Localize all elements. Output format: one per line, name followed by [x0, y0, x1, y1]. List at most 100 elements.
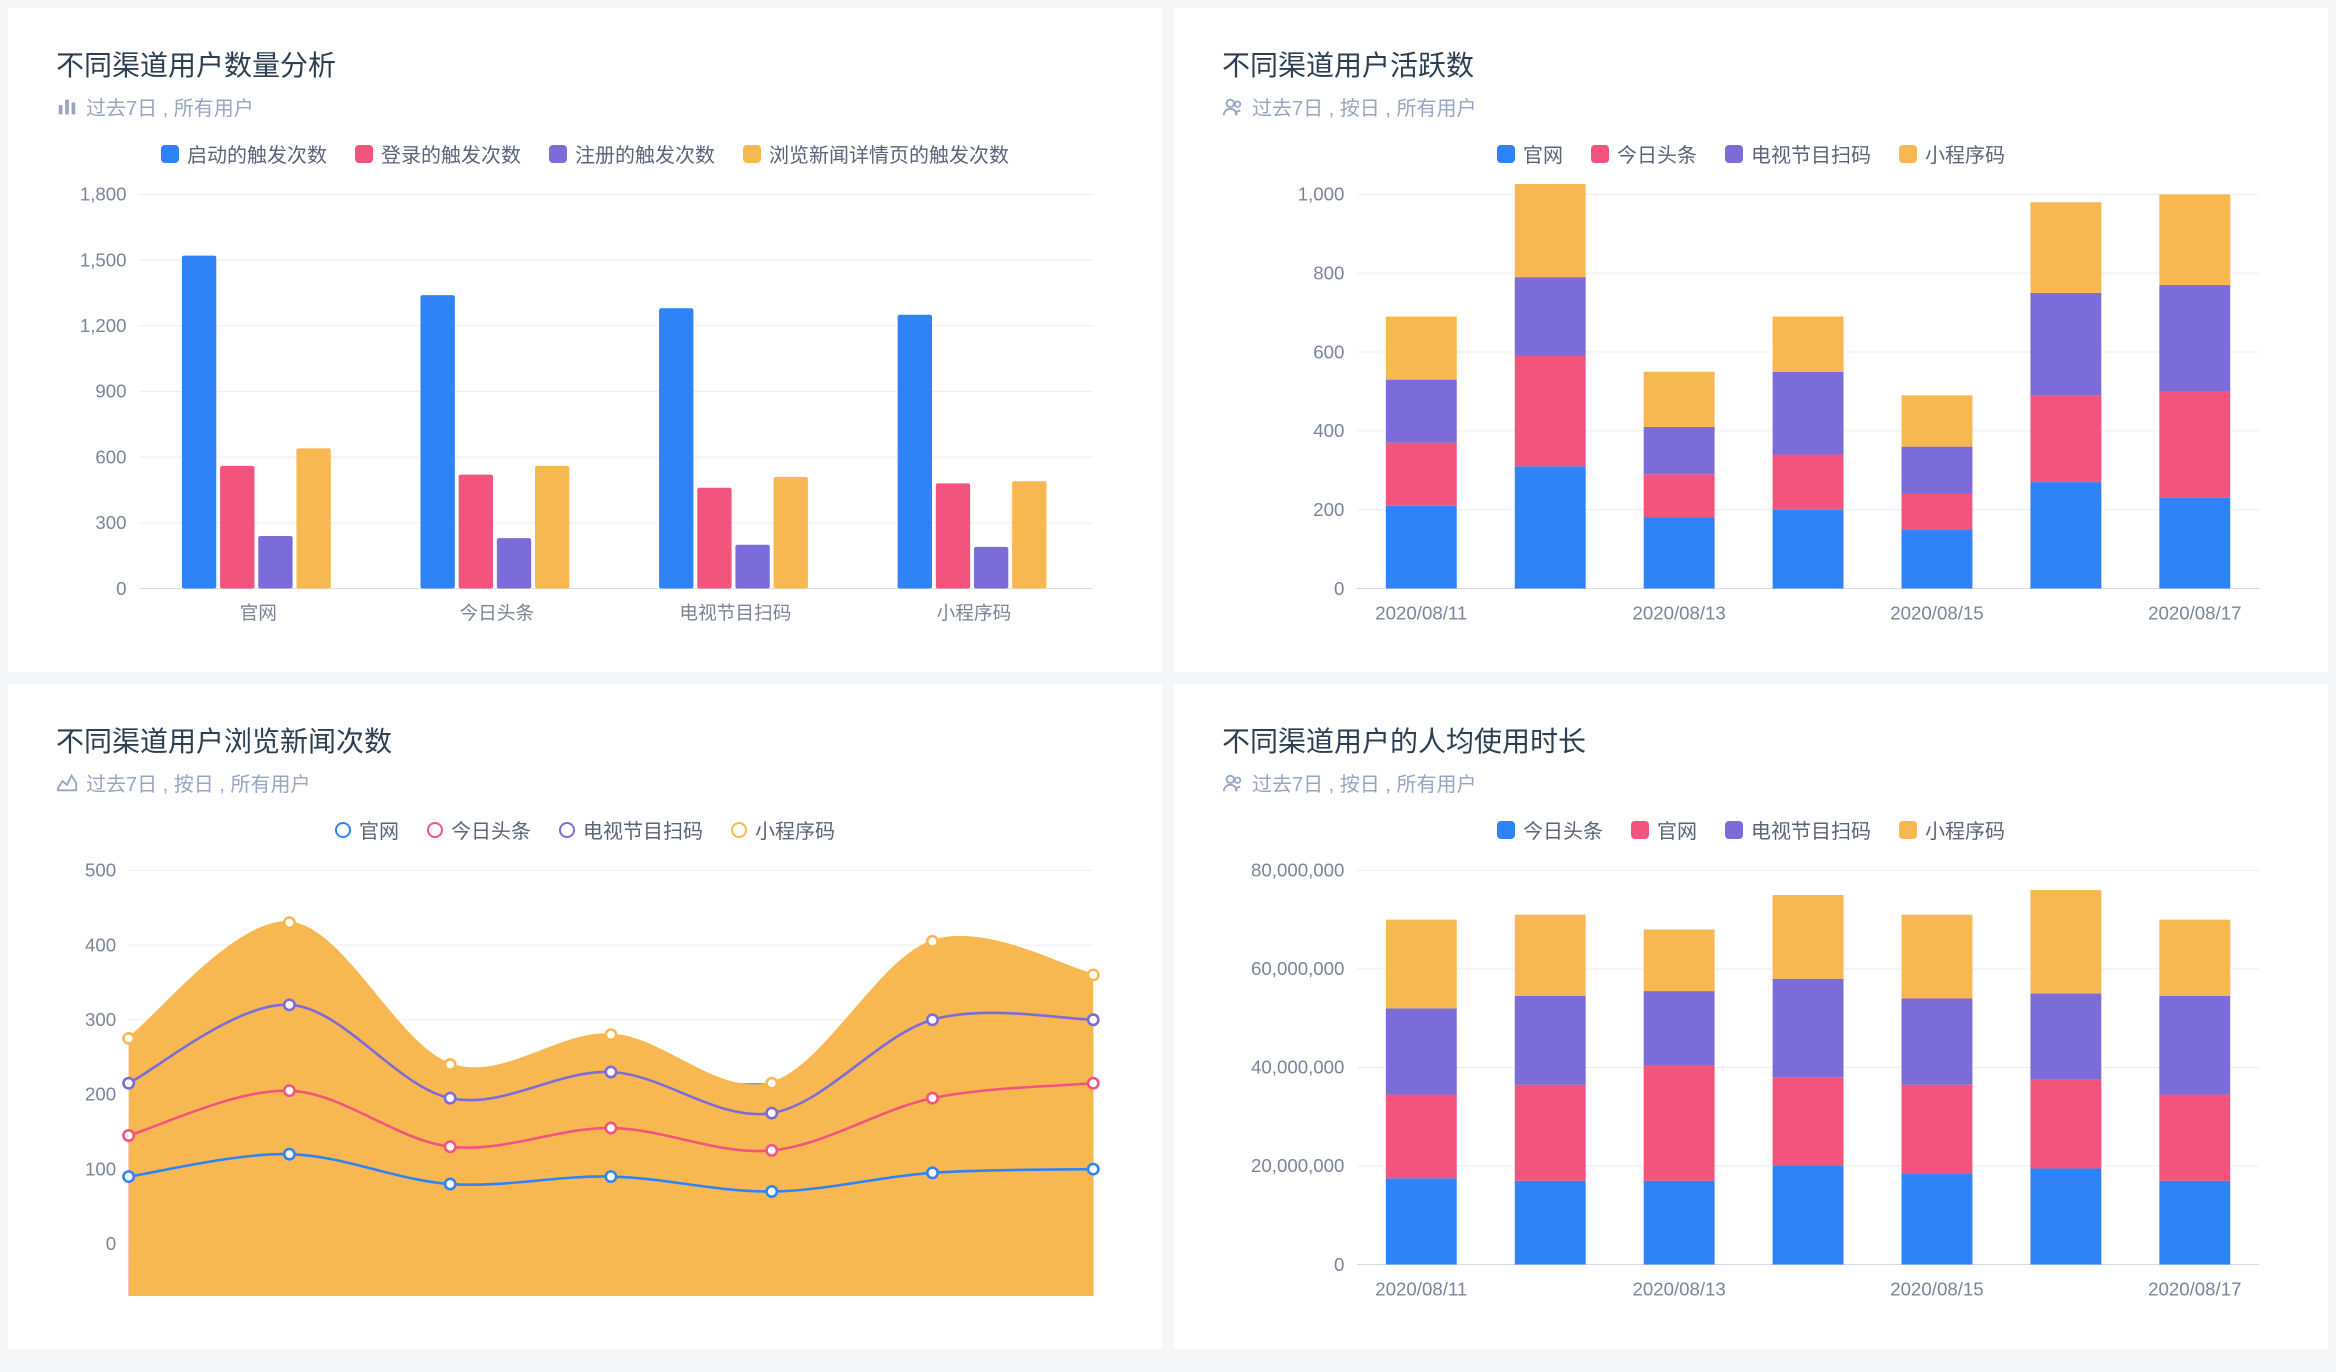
bar-segment[interactable] [2030, 202, 2101, 293]
data-point[interactable] [606, 1067, 616, 1077]
bar-segment[interactable] [1644, 427, 1715, 474]
data-point[interactable] [927, 1015, 937, 1025]
bar-segment[interactable] [1515, 996, 1586, 1085]
bar[interactable] [258, 536, 292, 589]
bar-segment[interactable] [1902, 1085, 1973, 1174]
data-point[interactable] [1088, 970, 1098, 980]
bar-segment[interactable] [2030, 1080, 2101, 1169]
data-point[interactable] [123, 1131, 133, 1141]
data-point[interactable] [767, 1108, 777, 1118]
bar-segment[interactable] [1515, 1085, 1586, 1181]
bar-segment[interactable] [1515, 184, 1586, 277]
bar-segment[interactable] [2159, 391, 2230, 497]
bar-segment[interactable] [1386, 920, 1457, 1009]
data-point[interactable] [284, 1086, 294, 1096]
bar-segment[interactable] [1386, 380, 1457, 443]
bar-segment[interactable] [1902, 915, 1973, 999]
bar-segment[interactable] [1644, 1181, 1715, 1265]
data-point[interactable] [123, 1034, 133, 1044]
data-point[interactable] [606, 1123, 616, 1133]
bar[interactable] [697, 488, 731, 589]
bar[interactable] [659, 308, 693, 588]
data-point[interactable] [767, 1078, 777, 1088]
data-point[interactable] [445, 1060, 455, 1070]
bar-segment[interactable] [2159, 498, 2230, 589]
bar[interactable] [220, 466, 254, 589]
bar-segment[interactable] [2030, 994, 2101, 1080]
bar-segment[interactable] [1773, 317, 1844, 372]
legend-item[interactable]: 电视节目扫码 [1725, 139, 1871, 168]
data-point[interactable] [927, 937, 937, 947]
bar-segment[interactable] [1644, 372, 1715, 427]
legend-item[interactable]: 今日头条 [1497, 815, 1603, 844]
bar[interactable] [974, 547, 1008, 589]
bar-segment[interactable] [1902, 999, 1973, 1085]
legend-item[interactable]: 今日头条 [427, 815, 531, 844]
bar-segment[interactable] [1515, 277, 1586, 356]
legend-item[interactable]: 小程序码 [1899, 139, 2005, 168]
bar-segment[interactable] [1386, 443, 1457, 506]
data-point[interactable] [927, 1093, 937, 1103]
bar-segment[interactable] [1515, 466, 1586, 588]
bar-segment[interactable] [1902, 1174, 1973, 1265]
legend-item[interactable]: 电视节目扫码 [559, 815, 703, 844]
data-point[interactable] [767, 1146, 777, 1156]
legend-item[interactable]: 官网 [335, 815, 399, 844]
bar-segment[interactable] [2030, 890, 2101, 993]
bar-segment[interactable] [1644, 991, 1715, 1065]
data-point[interactable] [445, 1142, 455, 1152]
bar-segment[interactable] [2159, 194, 2230, 285]
bar-segment[interactable] [1773, 372, 1844, 455]
bar-segment[interactable] [2159, 996, 2230, 1095]
legend-item[interactable]: 登录的触发次数 [355, 139, 521, 168]
bar-segment[interactable] [1644, 1065, 1715, 1181]
bar[interactable] [420, 295, 454, 588]
data-point[interactable] [767, 1187, 777, 1197]
legend-item[interactable]: 启动的触发次数 [161, 139, 327, 168]
bar-segment[interactable] [1902, 447, 1973, 494]
bar[interactable] [497, 538, 531, 588]
bar-segment[interactable] [1773, 979, 1844, 1078]
data-point[interactable] [1088, 1078, 1098, 1088]
legend-item[interactable]: 浏览新闻详情页的触发次数 [743, 139, 1009, 168]
legend-item[interactable]: 官网 [1497, 139, 1563, 168]
data-point[interactable] [606, 1172, 616, 1182]
area-layer[interactable] [129, 923, 1094, 1296]
bar[interactable] [898, 315, 932, 589]
data-point[interactable] [445, 1179, 455, 1189]
bar-segment[interactable] [1773, 510, 1844, 589]
legend-item[interactable]: 小程序码 [1899, 815, 2005, 844]
bar-segment[interactable] [2030, 1169, 2101, 1265]
data-point[interactable] [1088, 1015, 1098, 1025]
bar-segment[interactable] [1773, 1166, 1844, 1265]
bar[interactable] [459, 475, 493, 589]
bar[interactable] [1012, 481, 1046, 588]
bar-segment[interactable] [2030, 293, 2101, 395]
bar[interactable] [774, 477, 808, 589]
bar-segment[interactable] [1386, 1095, 1457, 1179]
bar-segment[interactable] [1902, 529, 1973, 588]
bar[interactable] [535, 466, 569, 589]
bar-segment[interactable] [1515, 915, 1586, 996]
bar-segment[interactable] [1773, 455, 1844, 510]
data-point[interactable] [123, 1078, 133, 1088]
bar-segment[interactable] [1386, 317, 1457, 380]
bar-segment[interactable] [1644, 474, 1715, 517]
bar[interactable] [735, 545, 769, 589]
bar-segment[interactable] [2159, 285, 2230, 391]
bar-segment[interactable] [1773, 895, 1844, 979]
bar-segment[interactable] [1902, 395, 1973, 446]
bar-segment[interactable] [1644, 518, 1715, 589]
bar-segment[interactable] [1515, 356, 1586, 466]
data-point[interactable] [1088, 1164, 1098, 1174]
bar-segment[interactable] [2159, 1095, 2230, 1181]
bar-segment[interactable] [1386, 506, 1457, 589]
data-point[interactable] [445, 1093, 455, 1103]
legend-item[interactable]: 官网 [1631, 815, 1697, 844]
data-point[interactable] [123, 1172, 133, 1182]
data-point[interactable] [284, 918, 294, 928]
data-point[interactable] [927, 1168, 937, 1178]
bar-segment[interactable] [2030, 395, 2101, 482]
legend-item[interactable]: 今日头条 [1591, 139, 1697, 168]
bar-segment[interactable] [2030, 482, 2101, 588]
